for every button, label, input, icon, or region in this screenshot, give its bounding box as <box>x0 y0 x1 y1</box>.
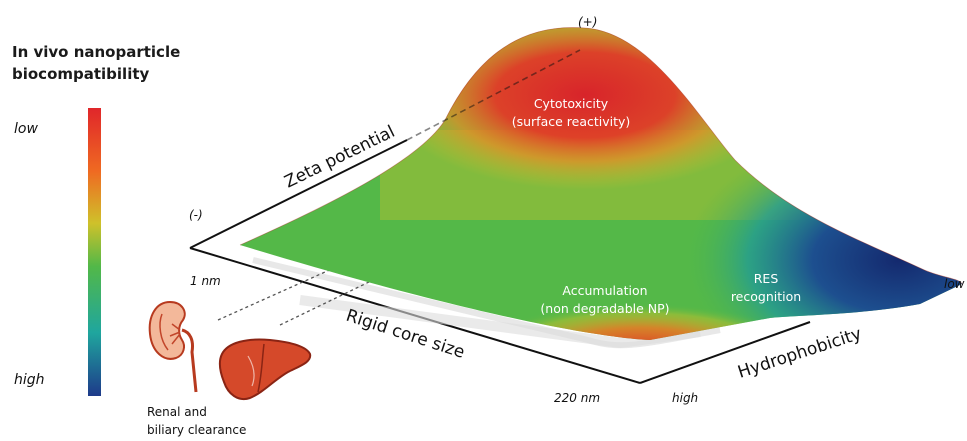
clearance-label-line1: Renal and <box>147 405 207 419</box>
accumulation-sublabel: (non degradable NP) <box>540 301 669 316</box>
hydro-high-label: high <box>672 391 698 405</box>
clearance-label-line2: biliary clearance <box>147 423 246 437</box>
hydro-low-label: low <box>944 277 965 291</box>
size-max-label: 220 nm <box>554 391 600 405</box>
zeta-axis-line <box>406 49 581 141</box>
legend-low-label: low <box>14 121 38 137</box>
legend-color-bar <box>88 108 101 396</box>
cytotoxicity-label: Cytotoxicity <box>534 96 609 111</box>
liver-icon <box>218 338 312 400</box>
hydro-axis-title: Hydrophobicity <box>735 324 864 383</box>
res-sublabel: recognition <box>731 289 801 304</box>
res-label: RES <box>754 271 779 286</box>
size-min-label: 1 nm <box>190 274 221 288</box>
cytotoxicity-sublabel: (surface reactivity) <box>512 114 631 129</box>
legend-high-label: high <box>14 372 45 388</box>
zeta-min-label: (-) <box>189 208 203 222</box>
legend-title-line1: In vivo nanoparticle <box>12 43 180 61</box>
kidney-icon <box>148 300 198 393</box>
accumulation-label: Accumulation <box>562 283 647 298</box>
legend-title-line2: biocompatibility <box>12 65 150 83</box>
zeta-max-label: (+) <box>578 15 597 29</box>
